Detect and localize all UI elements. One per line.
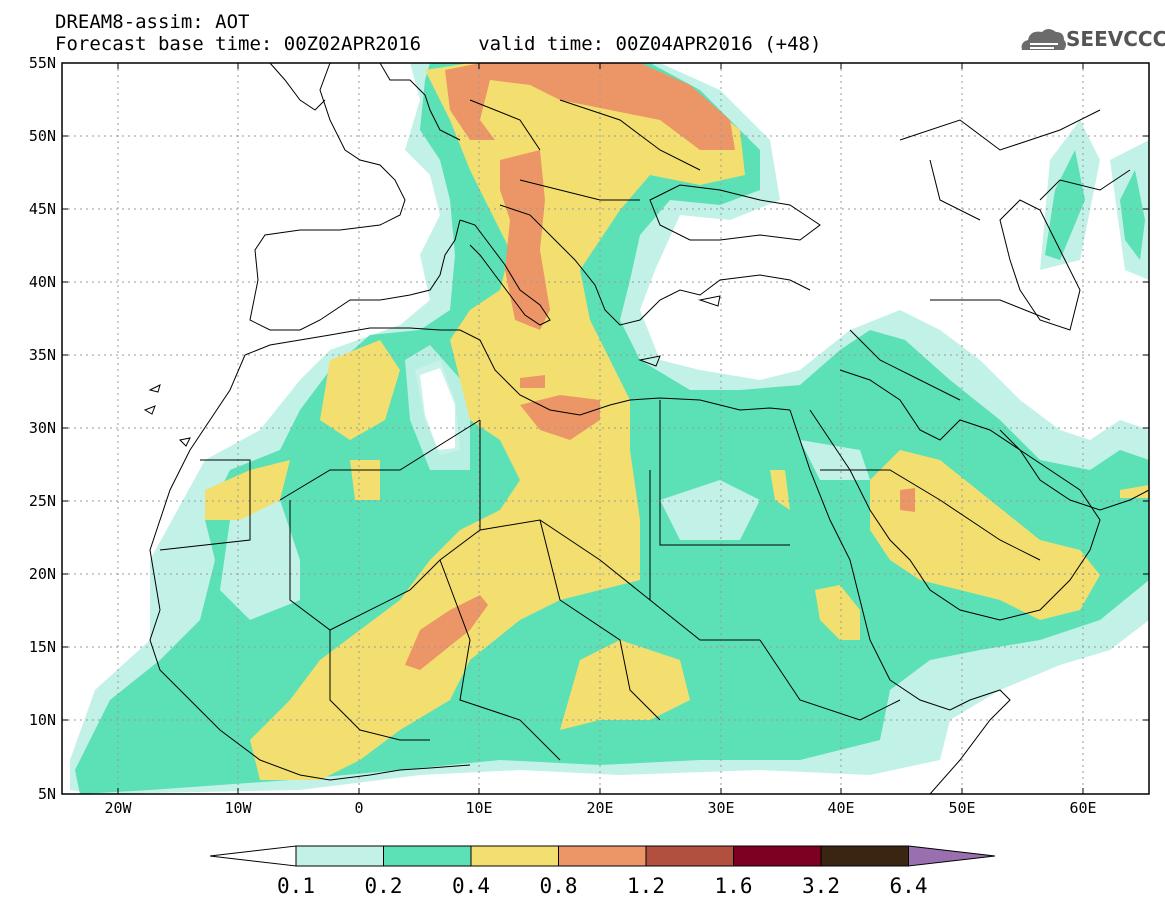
- aot-band-0.8: [445, 63, 735, 150]
- latitude-labels: 55N 50N 45N 40N 35N 30N 25N 20N 15N 10N …: [29, 54, 56, 803]
- colorbar-swatch: [295, 845, 384, 867]
- lon-tick-label: 20W: [104, 799, 132, 817]
- map-title: DREAM8-assim: AOT: [55, 11, 250, 33]
- colorbar-swatch: [470, 845, 559, 867]
- lat-tick-label: 45N: [29, 200, 56, 218]
- lat-tick-label: 55N: [29, 54, 56, 72]
- lon-tick-label: 60E: [1069, 799, 1096, 817]
- lat-lon-gridlines: [62, 63, 1149, 794]
- colorbar-swatch: [383, 845, 472, 867]
- lon-tick-label: 10W: [224, 799, 252, 817]
- lon-tick-label: 30E: [707, 799, 734, 817]
- colorbar-swatch: [733, 845, 822, 867]
- lat-tick-label: 5N: [38, 785, 56, 803]
- lat-tick-label: 15N: [29, 638, 56, 656]
- colorbar-label: 0.8: [540, 874, 578, 898]
- colorbar-label: 0.1: [277, 874, 315, 898]
- lat-tick-label: 50N: [29, 127, 56, 145]
- colorbar-label: 1.6: [715, 874, 753, 898]
- colorbar-min-arrow: [209, 845, 297, 867]
- colorbar-label: 3.2: [802, 874, 840, 898]
- longitude-labels: 20W 10W 0 10E 20E 30E 40E 50E 60E: [104, 799, 1096, 817]
- lon-tick-label: 40E: [827, 799, 854, 817]
- cloud-logo-icon: [1021, 29, 1066, 50]
- colorbar-label: 6.4: [890, 874, 928, 898]
- colorbar-swatch: [820, 845, 909, 867]
- lat-tick-label: 35N: [29, 346, 56, 364]
- lon-tick-label: 0: [354, 799, 363, 817]
- lat-tick-label: 20N: [29, 565, 56, 583]
- colorbar-label: 0.2: [365, 874, 403, 898]
- forecast-time-subtitle: Forecast base time: 00Z02APR2016 valid t…: [55, 33, 822, 55]
- lat-tick-label: 25N: [29, 492, 56, 510]
- colorbar-max-arrow: [908, 845, 996, 867]
- lat-tick-label: 30N: [29, 419, 56, 437]
- aot-colorbar: 0.1 0.2 0.4 0.8 1.2 1.6 3.2 6.4: [209, 845, 996, 898]
- colorbar-label: 1.2: [627, 874, 665, 898]
- colorbar-swatch: [645, 845, 734, 867]
- lon-tick-label: 50E: [948, 799, 975, 817]
- colorbar-swatch: [558, 845, 647, 867]
- colorbar-label: 0.4: [452, 874, 490, 898]
- lat-tick-label: 40N: [29, 273, 56, 291]
- lon-tick-label: 20E: [586, 799, 613, 817]
- lat-tick-label: 10N: [29, 711, 56, 729]
- lon-tick-label: 10E: [465, 799, 492, 817]
- coastlines-and-borders: [143, 63, 1149, 794]
- aot-band-0.4: [250, 63, 745, 780]
- seevccc-logo-text: SEEVCCC: [1066, 27, 1165, 51]
